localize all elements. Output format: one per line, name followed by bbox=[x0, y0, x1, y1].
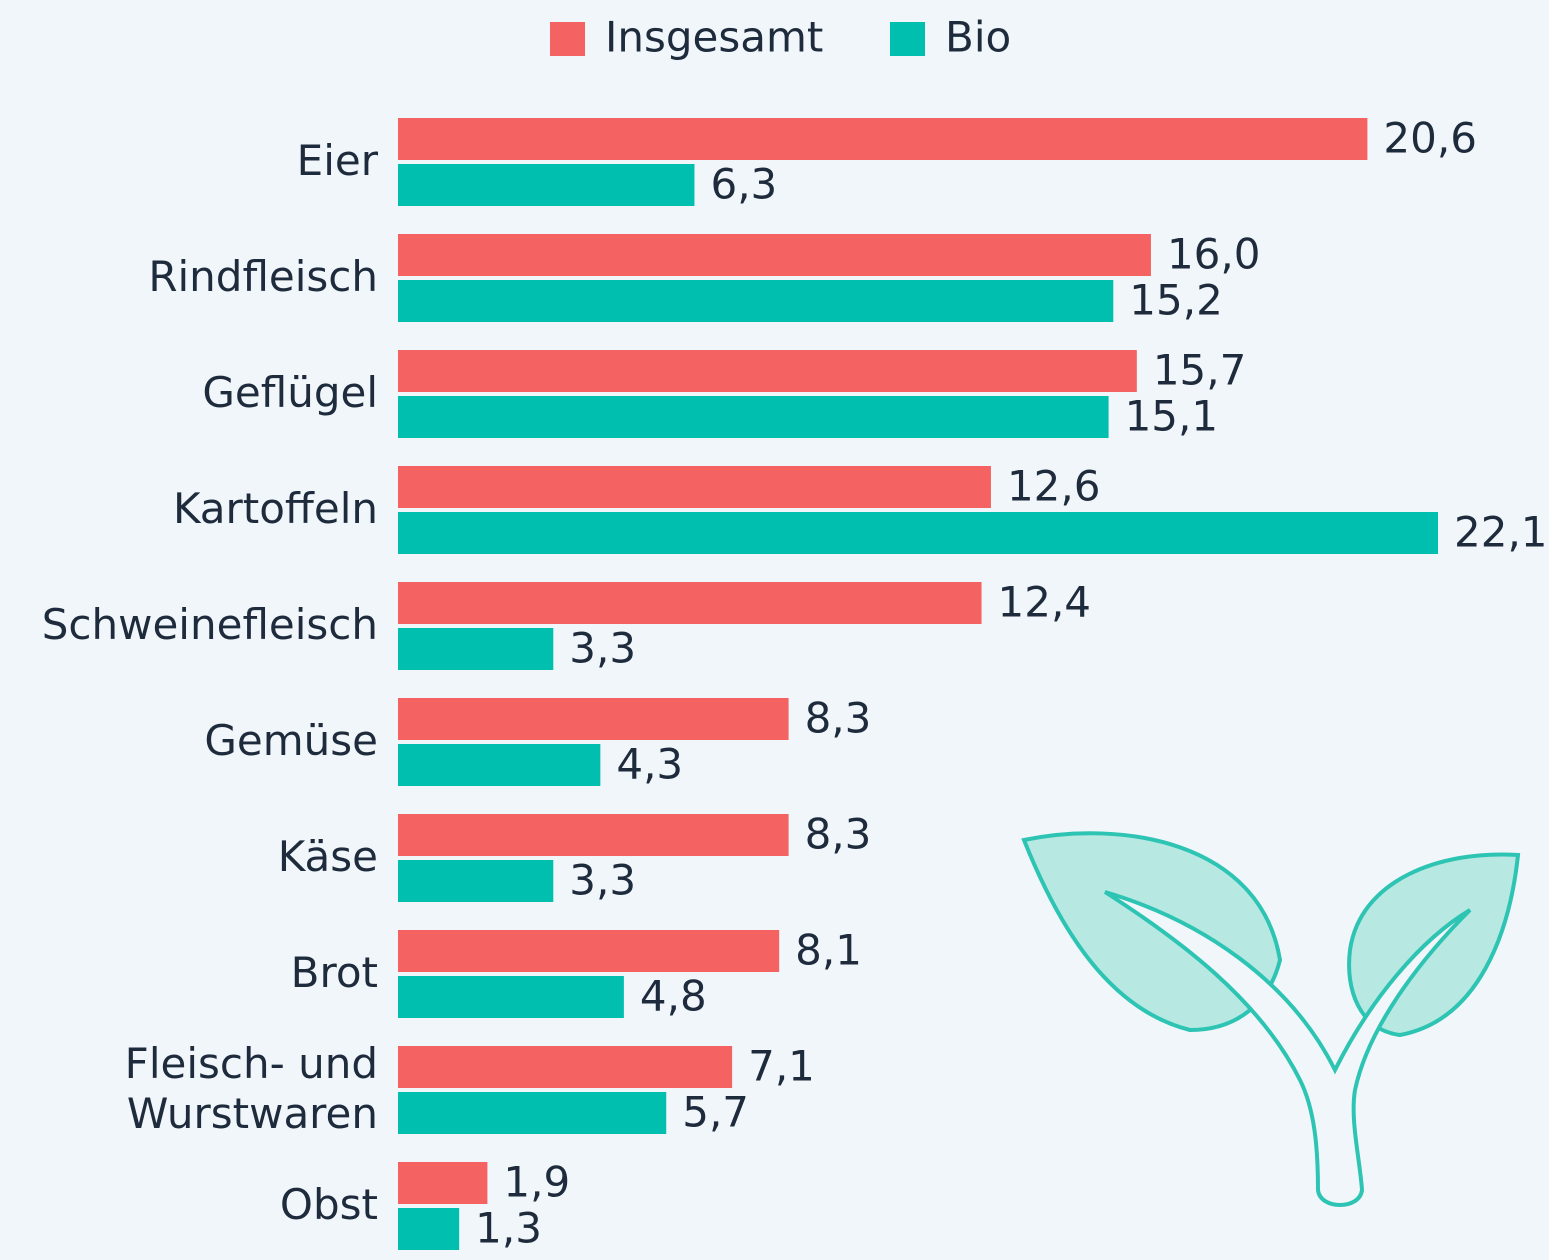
value-label: 4,3 bbox=[616, 740, 683, 789]
value-label: 5,7 bbox=[682, 1088, 749, 1137]
legend-label: Bio bbox=[945, 13, 1011, 62]
value-label: 6,3 bbox=[710, 160, 777, 209]
bar bbox=[398, 1046, 733, 1088]
value-label: 20,6 bbox=[1383, 114, 1477, 163]
category-text: Brot bbox=[290, 948, 378, 997]
value-label: 7,1 bbox=[748, 1042, 815, 1091]
bar bbox=[398, 164, 695, 206]
value-label: 4,8 bbox=[640, 972, 707, 1021]
bar bbox=[398, 396, 1109, 438]
value-label: 16,0 bbox=[1167, 230, 1261, 279]
value-label: 12,6 bbox=[1007, 462, 1101, 511]
bar bbox=[398, 118, 1368, 160]
value-label: 1,9 bbox=[503, 1158, 570, 1207]
category-label: Fleisch- und Wurstwaren bbox=[0, 1034, 378, 1144]
bar bbox=[398, 628, 554, 670]
bar bbox=[398, 1162, 488, 1204]
bar bbox=[398, 930, 780, 972]
category-label: Brot bbox=[0, 918, 378, 1028]
plant-icon bbox=[1021, 831, 1521, 1207]
value-label: 15,2 bbox=[1129, 276, 1223, 325]
bar bbox=[398, 582, 982, 624]
bar bbox=[398, 860, 554, 902]
bar bbox=[398, 744, 601, 786]
category-label: Rindfleisch bbox=[0, 222, 378, 332]
bar bbox=[398, 1092, 667, 1134]
value-label: 8,1 bbox=[795, 926, 862, 975]
value-label: 1,3 bbox=[475, 1204, 542, 1251]
bar bbox=[398, 1208, 460, 1250]
value-label: 3,3 bbox=[569, 624, 636, 673]
bar bbox=[398, 280, 1114, 322]
category-label: Obst bbox=[0, 1150, 378, 1260]
legend-label: Insgesamt bbox=[605, 13, 823, 62]
category-text: Kartoffeln bbox=[172, 484, 378, 533]
value-label: 22,1 bbox=[1454, 508, 1548, 557]
category-text: Geflügel bbox=[202, 368, 378, 417]
bar bbox=[398, 234, 1151, 276]
legend-swatch bbox=[890, 22, 925, 56]
bar bbox=[398, 512, 1438, 554]
legend-swatch bbox=[550, 22, 585, 56]
category-text: Schweinefleisch bbox=[41, 600, 378, 649]
category-text: Obst bbox=[279, 1180, 378, 1229]
value-label: 8,3 bbox=[805, 694, 872, 743]
value-label: 8,3 bbox=[805, 810, 872, 859]
bar bbox=[398, 698, 789, 740]
category-label: Kartoffeln bbox=[0, 454, 378, 564]
category-text: Gemüse bbox=[204, 716, 378, 765]
category-text: Eier bbox=[296, 136, 378, 185]
value-label: 3,3 bbox=[569, 856, 636, 905]
bar bbox=[398, 466, 991, 508]
category-label: Schweinefleisch bbox=[0, 570, 378, 680]
category-label: Eier bbox=[0, 106, 378, 216]
category-text: Käse bbox=[277, 832, 378, 881]
category-label: Geflügel bbox=[0, 338, 378, 448]
category-label: Käse bbox=[0, 802, 378, 912]
value-label: 12,4 bbox=[998, 578, 1092, 627]
category-text: Rindfleisch bbox=[148, 252, 378, 301]
category-label: Gemüse bbox=[0, 686, 378, 796]
bar bbox=[398, 814, 789, 856]
bar bbox=[398, 350, 1137, 392]
category-text: Fleisch- und Wurstwaren bbox=[124, 1039, 378, 1138]
value-label: 15,7 bbox=[1153, 346, 1247, 395]
bar bbox=[398, 976, 624, 1018]
value-label: 15,1 bbox=[1125, 392, 1219, 441]
